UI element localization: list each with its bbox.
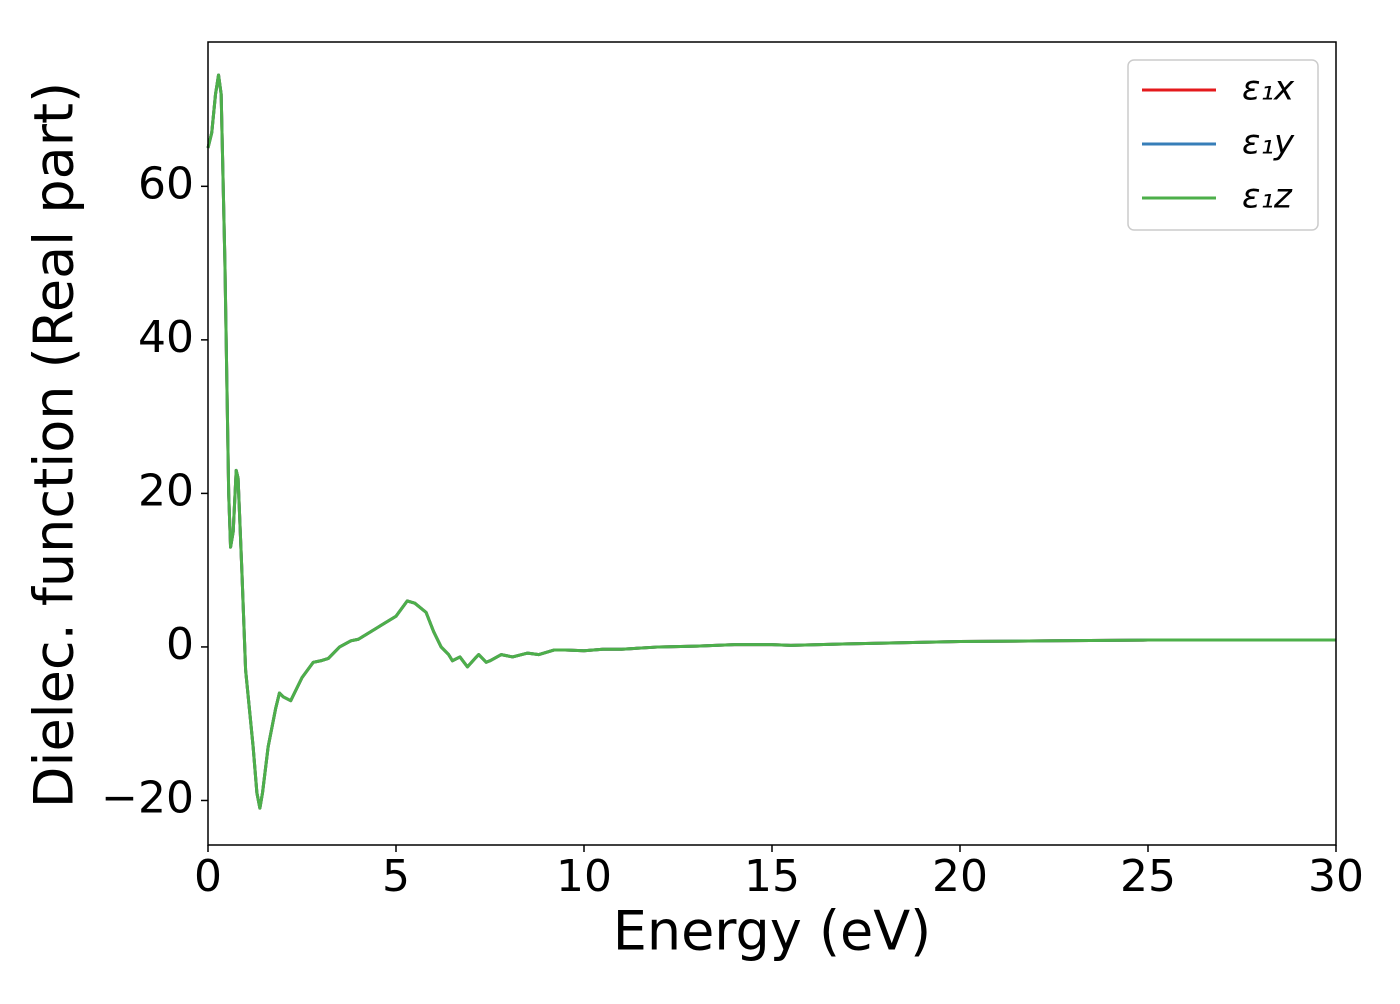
x-tick-label: 25 xyxy=(1120,851,1176,902)
legend-label: ε₁z xyxy=(1242,177,1293,217)
x-tick-label: 0 xyxy=(194,851,222,902)
legend-label: ε₁x xyxy=(1242,69,1295,109)
data-line xyxy=(206,73,1336,810)
x-tick-label: 20 xyxy=(932,851,988,902)
x-tick-label: 5 xyxy=(382,851,410,902)
plot-frame xyxy=(207,41,1337,846)
y-tick-label: 40 xyxy=(138,312,194,363)
y-tick-label: 0 xyxy=(166,619,194,670)
y-axis-label: Dielec. function (Real part) xyxy=(23,82,86,808)
x-tick-label: 10 xyxy=(556,851,612,902)
y-tick-label: −20 xyxy=(101,772,194,823)
x-tick-label: 15 xyxy=(744,851,800,902)
y-tick-label: 60 xyxy=(138,158,194,209)
x-tick-label: 30 xyxy=(1308,851,1364,902)
legend-box xyxy=(1127,59,1319,231)
legend-label: ε₁y xyxy=(1242,123,1295,163)
x-axis-label: Energy (eV) xyxy=(613,900,932,963)
y-tick-label: 20 xyxy=(138,465,194,516)
